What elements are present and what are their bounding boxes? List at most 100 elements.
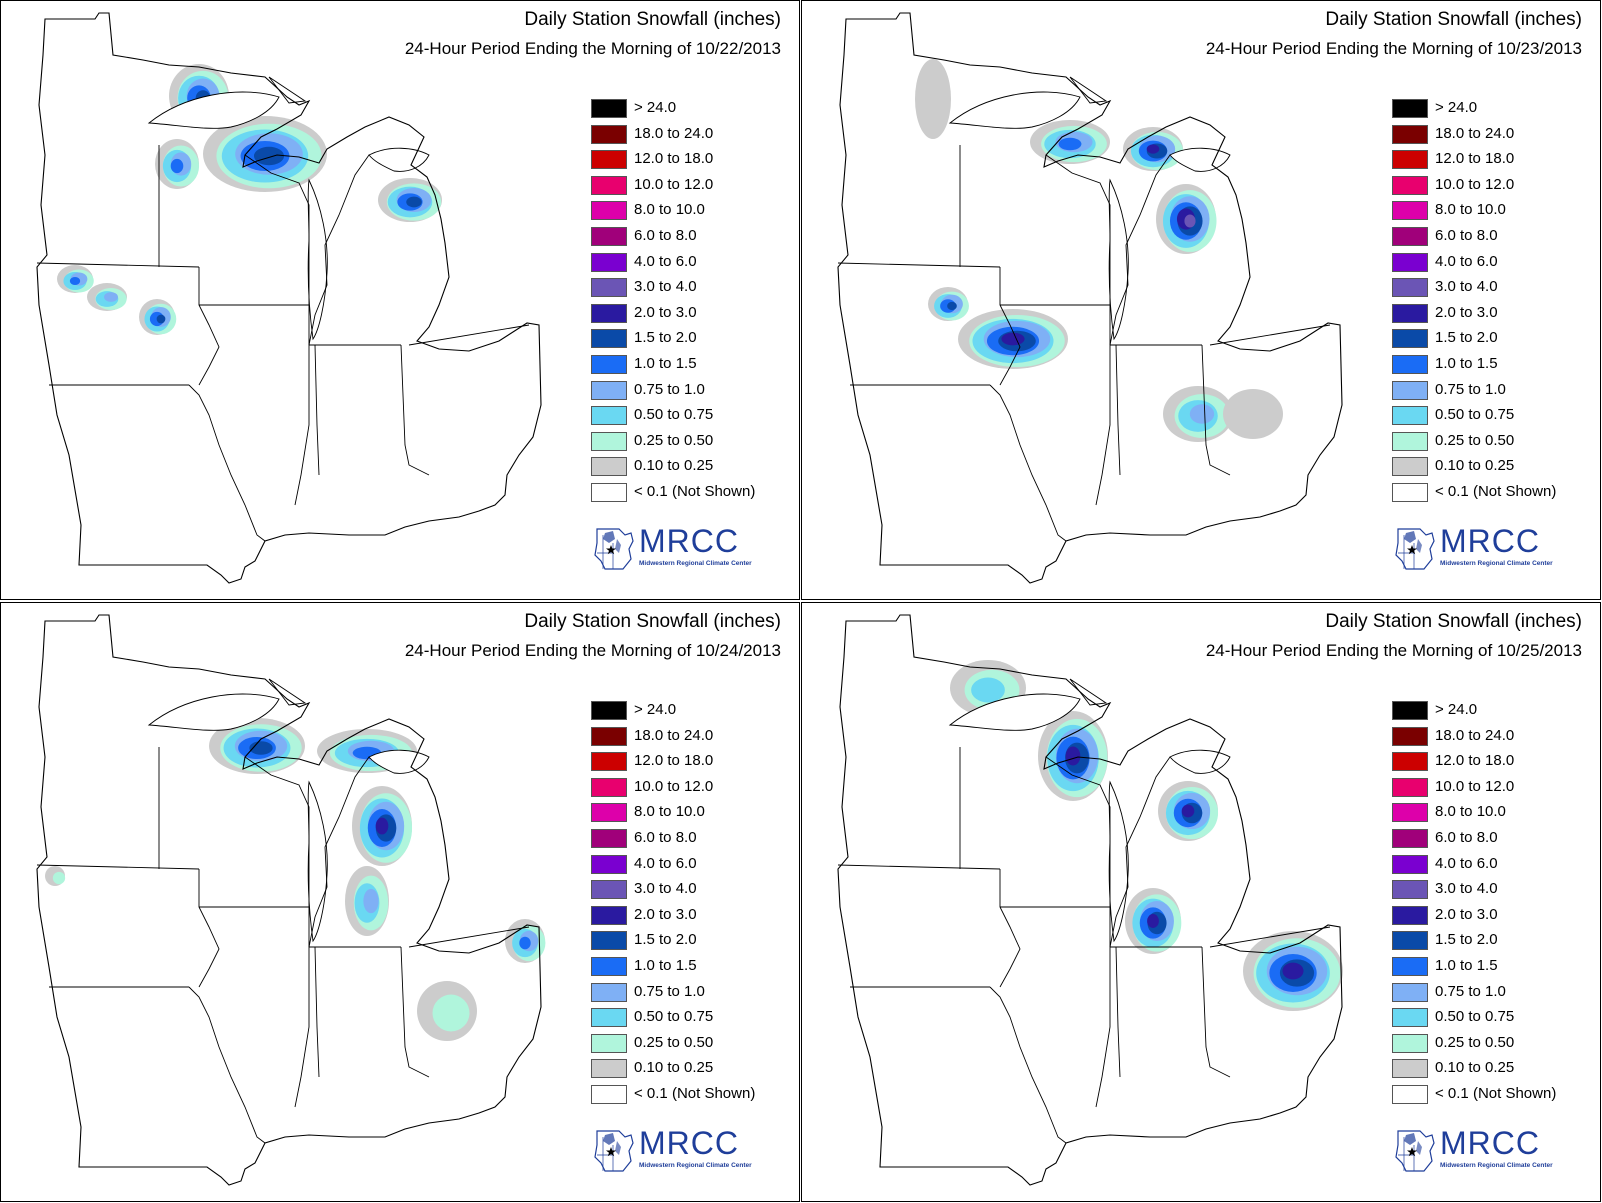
state-border [408, 926, 530, 948]
legend-label: 10.0 to 12.0 [1435, 777, 1515, 795]
region-map [837, 12, 1343, 584]
snowfall-contour [375, 817, 389, 835]
legend-label: 1.0 to 1.5 [634, 956, 697, 974]
mrcc-logo: MRCC Midwestern Regional Climate Center [1392, 1125, 1567, 1177]
legend-swatch [591, 150, 627, 170]
legend-swatch [591, 124, 627, 144]
legend-label: < 0.1 (Not Shown) [1435, 1084, 1557, 1102]
logo-subtitle: Midwestern Regional Climate Center [639, 560, 752, 567]
state-border [1045, 154, 1111, 305]
legend-swatch [1392, 931, 1428, 951]
legend-label: 6.0 to 8.0 [1435, 828, 1498, 846]
legend-swatch [1392, 303, 1428, 323]
state-border [1045, 756, 1111, 907]
legend-label: > 24.0 [634, 701, 677, 718]
state-border [999, 869, 1021, 988]
legend-swatch [1392, 854, 1428, 874]
legend-swatch [1392, 1059, 1428, 1079]
state-border [1201, 344, 1231, 476]
state-border [198, 869, 220, 988]
legend-swatch [591, 1084, 627, 1104]
mrcc-logo: MRCC Midwestern Regional Climate Center [591, 523, 766, 575]
snowfall-map-panel-2: Daily Station Snowfall (inches) 24-Hour … [801, 0, 1601, 600]
legend-label: 12.0 to 18.0 [634, 752, 714, 770]
legend-swatch [1392, 457, 1428, 477]
state-border [308, 756, 370, 948]
logo-subtitle: Midwestern Regional Climate Center [1440, 1162, 1553, 1169]
map-title: Daily Station Snowfall (inches) [1325, 611, 1582, 632]
legend-swatch [1392, 329, 1428, 349]
legend-swatch [591, 777, 627, 797]
legend-label: 8.0 to 10.0 [1435, 201, 1506, 219]
snowfall-map-panel-4: Daily Station Snowfall (inches) 24-Hour … [801, 602, 1601, 1202]
legend-label: 8.0 to 10.0 [634, 201, 705, 219]
state-border [400, 946, 430, 1078]
legend-swatch [1392, 880, 1428, 900]
legend-swatch [1392, 982, 1428, 1002]
legend-label: 1.5 to 2.0 [1435, 329, 1498, 347]
legend-swatch [1392, 431, 1428, 451]
region-outline [36, 12, 542, 584]
legend-label: < 0.1 (Not Shown) [1435, 482, 1557, 500]
legend-label: 6.0 to 8.0 [634, 226, 697, 244]
legend-label: 12.0 to 18.0 [1435, 150, 1515, 168]
legend-label: 0.50 to 0.75 [634, 1008, 714, 1026]
legend-label: < 0.1 (Not Shown) [634, 1084, 756, 1102]
snowfall-contour [363, 888, 379, 914]
snowfall-contour [1065, 746, 1081, 766]
legend-label: 0.75 to 1.0 [634, 982, 705, 1000]
legend-swatch [591, 880, 627, 900]
lake-shape [1169, 749, 1231, 774]
legend-label: 4.0 to 6.0 [1435, 252, 1498, 270]
legend-label: 3.0 to 4.0 [634, 278, 697, 296]
legend-swatch [1392, 752, 1428, 772]
legend-label: 2.0 to 3.0 [634, 905, 697, 923]
midwest-region-icon [1395, 528, 1435, 570]
state-border [198, 267, 220, 386]
legend-label: 0.10 to 0.25 [634, 1059, 714, 1077]
legend-swatch [591, 482, 627, 502]
state-border [1209, 926, 1331, 948]
legend-swatch [591, 201, 627, 221]
region-map [36, 614, 546, 1186]
legend-swatch [1392, 905, 1428, 925]
legend-swatch [591, 982, 627, 1002]
snowfall-contour [1189, 404, 1215, 424]
mrcc-logo: MRCC Midwestern Regional Climate Center [591, 1125, 766, 1177]
region-outline [36, 614, 542, 1186]
legend-label: 2.0 to 3.0 [1435, 303, 1498, 321]
midwest-region-icon [1395, 1130, 1435, 1172]
legend-swatch [1392, 99, 1428, 118]
legend-label: 0.75 to 1.0 [1435, 982, 1506, 1000]
legend-swatch [591, 380, 627, 400]
legend-swatch [1392, 1008, 1428, 1028]
region-outline [837, 614, 1343, 1186]
legend-label: 18.0 to 24.0 [1435, 726, 1515, 744]
legend-label: 6.0 to 8.0 [1435, 226, 1498, 244]
legend-swatch [591, 1059, 627, 1079]
state-border [36, 864, 200, 870]
legend-label: > 24.0 [1435, 99, 1478, 116]
legend-label: 1.0 to 1.5 [1435, 354, 1498, 372]
legend-swatch [591, 252, 627, 272]
legend-swatch [591, 803, 627, 823]
state-border [400, 344, 430, 476]
legend-label: 3.0 to 4.0 [1435, 278, 1498, 296]
legend-label: 4.0 to 6.0 [634, 854, 697, 872]
snowfall-contour [1147, 914, 1159, 928]
legend-swatch [1392, 406, 1428, 426]
legend-label: 4.0 to 6.0 [634, 252, 697, 270]
snowfall-contour [52, 871, 66, 885]
legend-label: 1.0 to 1.5 [1435, 956, 1498, 974]
legend-label: 0.50 to 0.75 [1435, 1008, 1515, 1026]
legend-label: 0.75 to 1.0 [1435, 380, 1506, 398]
lake-shape [368, 147, 430, 172]
snowfall-contour [432, 994, 470, 1032]
legend-swatch [1392, 354, 1428, 374]
map-subtitle: 24-Hour Period Ending the Morning of 10/… [404, 39, 781, 58]
legend-swatch [1392, 201, 1428, 221]
map-title: Daily Station Snowfall (inches) [524, 9, 781, 30]
legend-swatch [1392, 252, 1428, 272]
state-border [294, 305, 310, 506]
legend-label: 18.0 to 24.0 [634, 124, 714, 142]
